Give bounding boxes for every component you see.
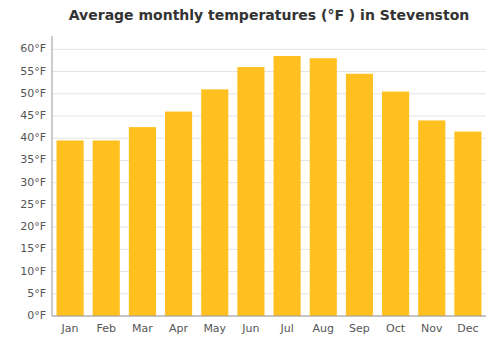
x-tick-label: Aug: [313, 322, 334, 335]
y-axis: 0°F 5°F 10°F 15°F 20°F 25°F 30°F 35°F 40°F 45°F 50…: [20, 42, 46, 322]
x-tick-label: Nov: [421, 322, 443, 335]
bar: [382, 92, 409, 316]
bar: [93, 140, 120, 316]
chart-svg: 0°F 5°F 10°F 15°F 20°F 25°F 30°F 35°F 40°F 45°F 50…: [0, 0, 500, 350]
y-axis-line: [52, 36, 53, 316]
bar: [129, 127, 156, 316]
x-tick-label: Feb: [97, 322, 116, 335]
title: Average monthly temperatures (°F ) in St…: [69, 7, 469, 23]
grid-line: [52, 49, 486, 50]
x-tick-label: May: [203, 322, 226, 335]
bar: [165, 112, 192, 316]
x-tick-label: Jul: [279, 322, 293, 335]
x-tick-label: Sep: [349, 322, 370, 335]
y-tick-label: 35°F: [20, 153, 46, 166]
bar: [237, 67, 264, 316]
grid: [52, 49, 486, 316]
y-tick-label: 10°F: [20, 265, 46, 278]
grid-line: [52, 316, 486, 317]
x-tick-label: Oct: [386, 322, 406, 335]
x-tick-label: Jan: [61, 322, 79, 335]
y-tick-label: 45°F: [20, 109, 46, 122]
bar: [310, 58, 337, 316]
bar: [274, 56, 301, 316]
x-tick-label: Dec: [457, 322, 478, 335]
grid-line: [52, 93, 486, 94]
chart-container: 0°F 5°F 10°F 15°F 20°F 25°F 30°F 35°F 40°F 45°F 50…: [0, 0, 500, 350]
y-tick-label: 5°F: [27, 287, 46, 300]
y-tick-label: 60°F: [20, 42, 46, 55]
y-tick-label: 15°F: [20, 242, 46, 255]
y-tick-label: 55°F: [20, 65, 46, 78]
y-tick-label: 40°F: [20, 131, 46, 144]
y-tick-label: 50°F: [20, 87, 46, 100]
x-tick-label: Apr: [169, 322, 189, 335]
x-tick-label: Mar: [132, 322, 153, 335]
grid-line: [52, 116, 486, 117]
x-axis: Jan Feb Mar Apr May Jun Jul Aug Sep Oct Nov Dec: [61, 322, 479, 335]
x-axis-line: [52, 316, 486, 317]
y-tick-label: 30°F: [20, 176, 46, 189]
y-tick-label: 0°F: [27, 309, 46, 322]
bars: [57, 56, 482, 316]
bar: [346, 74, 373, 316]
x-tick-label: Jun: [241, 322, 259, 335]
bar: [418, 120, 445, 316]
grid-line: [52, 71, 486, 72]
y-tick-label: 20°F: [20, 220, 46, 233]
y-tick-label: 25°F: [20, 198, 46, 211]
bar: [57, 140, 84, 316]
bar: [454, 132, 481, 316]
bar: [201, 89, 228, 316]
